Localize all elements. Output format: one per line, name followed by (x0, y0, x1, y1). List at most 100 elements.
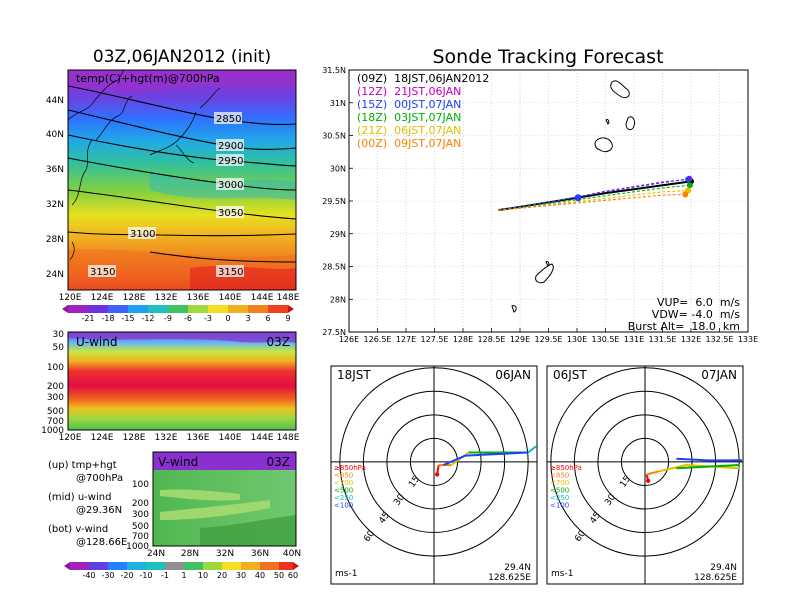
map-lat-ticks: 44N 40N 36N 32N 28N 24N (46, 96, 64, 280)
contour-label: 3100 (130, 229, 155, 240)
track-params: VUP= 6.0 m/s VDW= -4.0 m/s Burst Alt= 18… (628, 296, 741, 333)
coastlines (67, 69, 221, 261)
level-legend-item: <100 (334, 502, 353, 510)
temp-colorbar-tick: 0 (225, 314, 230, 323)
temp-colorbar-tick: 6 (265, 314, 270, 323)
pressure-tick: 100 (132, 480, 149, 490)
y-tick-label: 29N (330, 230, 346, 239)
temp-colorbar-tick: 9 (285, 314, 290, 323)
lat-tick: 28N (181, 549, 199, 559)
track-midpoint (574, 194, 582, 202)
note-line: (up) tmp+hgt (48, 460, 117, 471)
lat-tick: 40N (46, 130, 64, 140)
level-legend-item: <250 (550, 494, 569, 502)
uwind-pressure-ticks: 30 50 100 200 300 500 700 1000 (41, 330, 64, 436)
level-legend-item: <500 (550, 487, 569, 495)
track-endpoint (686, 182, 693, 189)
pressure-tick: 1000 (41, 426, 64, 436)
x-tick-label: 128.5E (478, 335, 506, 344)
param-burst: Burst Alt= 18.0 km (628, 320, 740, 333)
pressure-tick: 700 (47, 417, 64, 427)
y-tick-label: 27.5N (322, 328, 346, 337)
lat-tick: 24N (46, 270, 64, 280)
y-tick-label: 28.5N (322, 263, 346, 272)
contour-label: 3150 (218, 267, 243, 278)
track-grid: 126E 126.5E 127E 127.5E 128E 128.5E 129E 129.5E… (322, 66, 758, 344)
temp-colorbar-tick: -12 (141, 314, 154, 323)
level-legend-item: ≥850hPa (550, 464, 582, 472)
location-lat: 29.4N (504, 563, 531, 573)
wind-colorbar-tick: 20 (217, 571, 227, 580)
wind-colorbar-tick: -1 (161, 571, 169, 580)
contour-label: 2850 (216, 114, 241, 125)
contour-label: 3000 (218, 180, 243, 191)
note-line: @29.36N (76, 505, 122, 516)
note-line: @700hPa (76, 473, 123, 484)
track-line (498, 184, 690, 211)
map-lon-ticks: 120E 124E 128E 132E 136E 140E 144E 148E (59, 293, 300, 303)
map-label: temp(C)+hgt(m)@700hPa (76, 72, 220, 85)
x-tick-label: 131.5E (649, 335, 677, 344)
level-legend-item: <100 (550, 502, 569, 510)
uwind-frame (67, 331, 297, 431)
temperature-colorbar: -21 -18 -15 -12 -9 -6 -3 0 3 6 9 (62, 305, 294, 323)
track-legend-item: (15Z) 00JST,07JAN (357, 98, 461, 111)
hodograph-trace (646, 470, 660, 476)
hodograph-time: 06JST (553, 368, 587, 382)
wind-colorbar: -40 -30 -20 -10 -1 1 10 20 30 40 50 60 (64, 562, 299, 580)
lon-tick: 120E (59, 433, 82, 443)
hodograph-trace (676, 464, 740, 470)
location-lon: 128.625E (488, 573, 531, 583)
vwind-frame (152, 451, 297, 547)
level-legend-item: <700 (334, 479, 353, 487)
track-line (498, 178, 689, 211)
pressure-tick: 30 (53, 330, 65, 340)
pressure-tick: 300 (47, 393, 64, 403)
lat-tick: 40N (283, 549, 301, 559)
location-lat: 29.4N (710, 563, 737, 573)
wind-colorbar-tick: 1 (181, 571, 186, 580)
map-frame (67, 69, 297, 291)
lon-tick: 120E (59, 293, 82, 303)
lon-tick: 132E (155, 433, 178, 443)
wind-colorbar-tick: 60 (288, 571, 298, 580)
unit-label: ms-1 (551, 569, 573, 579)
wind-colorbar-tick: -40 (82, 571, 95, 580)
level-legend-item: ≥850hPa (334, 464, 366, 472)
y-tick-label: 28N (330, 295, 346, 304)
y-tick-label: 30N (330, 164, 346, 173)
lon-tick: 144E (251, 433, 274, 443)
lon-tick: 136E (187, 433, 210, 443)
track-legend-item: (12Z) 21JST,06JAN (357, 85, 461, 98)
track-endpoint (682, 191, 689, 198)
temp-colorbar-tick: -18 (101, 314, 114, 323)
track-legend-item: (00Z) 09JST,07JAN (357, 137, 461, 150)
temp-colorbar-tick: -9 (164, 314, 172, 323)
x-tick-label: 129.5E (535, 335, 563, 344)
vwind-label: V-wind (158, 455, 198, 469)
level-legend-item: <850 (550, 472, 569, 480)
vwind-section (152, 451, 297, 547)
uwind-time: 03Z (267, 335, 291, 349)
vwind-time: 03Z (267, 455, 291, 469)
hodograph-trace (676, 457, 742, 462)
wind-colorbar-tick: 30 (236, 571, 246, 580)
note-line: @128.66E (76, 537, 127, 548)
uwind-section (67, 331, 297, 431)
wind-colorbar-tick: -10 (139, 571, 152, 580)
temp-colorbar-tick: -21 (81, 314, 94, 323)
track-title: Sonde Tracking Forecast (432, 46, 663, 68)
hodograph-trace (527, 445, 537, 454)
pressure-tick: 700 (132, 532, 149, 542)
track-series (498, 175, 694, 212)
wind-colorbar-tick: 50 (274, 571, 284, 580)
x-tick-label: 126.5E (364, 335, 392, 344)
hodograph-date: 07JAN (701, 368, 737, 382)
track-legend-item: (21Z) 06JST,07JAN (357, 124, 461, 137)
track-islands (511, 80, 635, 313)
pressure-tick: 500 (47, 407, 64, 417)
lon-tick: 140E (219, 433, 242, 443)
level-legend-item: <700 (550, 479, 569, 487)
